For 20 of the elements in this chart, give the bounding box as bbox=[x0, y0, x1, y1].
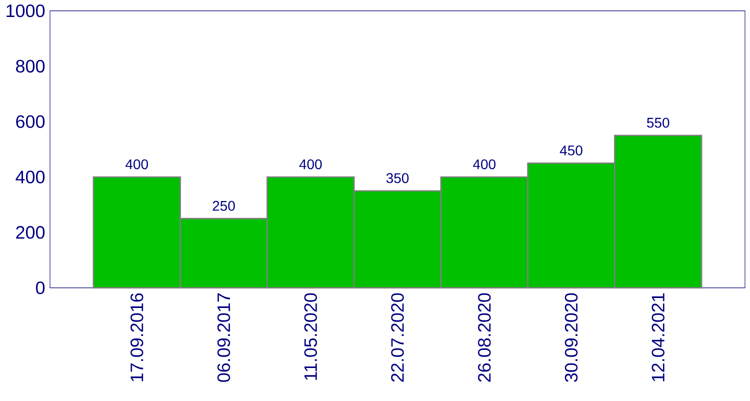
y-tick-label: 600 bbox=[16, 115, 45, 128]
data-label: 400 bbox=[299, 159, 322, 170]
x-tick-label: 30.09.2020 bbox=[564, 293, 578, 382]
data-label: 400 bbox=[473, 159, 496, 170]
data-label: 400 bbox=[126, 159, 148, 170]
y-tick-label: 400 bbox=[16, 170, 45, 184]
data-label: 350 bbox=[386, 173, 409, 184]
data-label: 250 bbox=[212, 200, 235, 211]
y-tick-label: 200 bbox=[16, 226, 45, 239]
x-tick-label: 22.07.2020 bbox=[391, 293, 404, 382]
x-tick-label: 17.09.2016 bbox=[130, 293, 144, 382]
y-tick-label: 0 bbox=[36, 282, 45, 294]
y-tick-label: 1000 bbox=[6, 4, 45, 18]
x-tick-label: 12.04.2021 bbox=[652, 294, 664, 382]
y-tick-label: 800 bbox=[16, 60, 45, 73]
x-tick-label: 26.08.2020 bbox=[478, 293, 491, 382]
x-tick-label: 06.09.2017 bbox=[217, 294, 230, 382]
data-label: 450 bbox=[560, 146, 582, 156]
data-label: 550 bbox=[647, 118, 670, 128]
x-tick-label: 11.05.2020 bbox=[304, 293, 317, 380]
